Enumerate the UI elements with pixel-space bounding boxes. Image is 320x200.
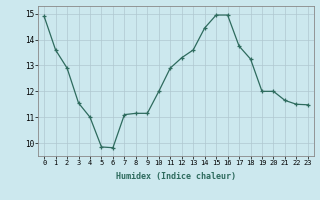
X-axis label: Humidex (Indice chaleur): Humidex (Indice chaleur) [116, 172, 236, 181]
